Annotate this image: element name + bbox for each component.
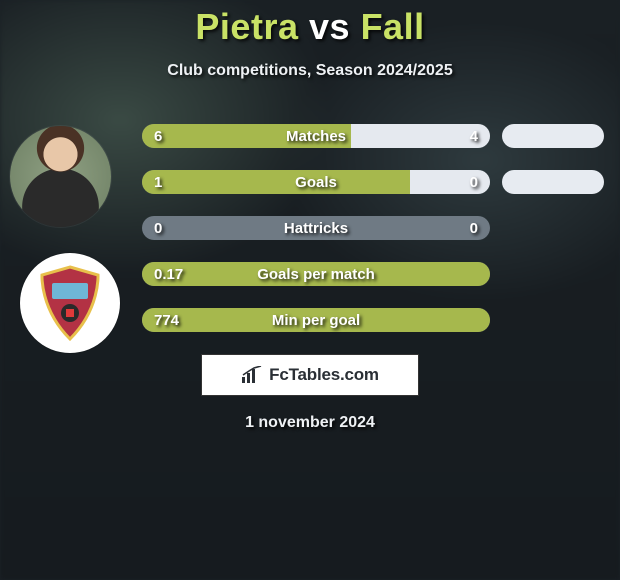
page-title: Pietra vs Fall	[0, 0, 620, 48]
brand-text: FcTables.com	[269, 365, 379, 385]
stat-pill-p2	[502, 216, 604, 240]
stat-bar: 10Goals	[142, 170, 490, 194]
stat-bar: 64Matches	[142, 124, 490, 148]
stat-bar-track	[142, 216, 490, 240]
stat-value-p1: 0	[154, 216, 162, 240]
brand-chart-icon	[241, 366, 263, 384]
stat-value-p2: 4	[470, 124, 478, 148]
stat-bar-p1	[142, 170, 410, 194]
stat-bar: 774Min per goal	[142, 308, 490, 332]
stat-value-p1: 6	[154, 124, 162, 148]
stat-bar-p1	[142, 262, 490, 286]
subtitle: Club competitions, Season 2024/2025	[0, 62, 620, 80]
stat-value-p1: 0.17	[154, 262, 183, 286]
stat-value-p2: 0	[470, 170, 478, 194]
date-stamp: 1 november 2024	[0, 414, 620, 432]
stat-bar: 00Hattricks	[142, 216, 490, 240]
club-shield-icon	[38, 265, 102, 341]
brand-box: FcTables.com	[201, 354, 419, 396]
stat-value-p1: 1	[154, 170, 162, 194]
stat-pill-p2	[502, 308, 604, 332]
title-vs: vs	[309, 6, 350, 47]
stat-bar-p1	[142, 124, 351, 148]
stat-pill-p2	[502, 124, 604, 148]
player2-club-badge	[20, 253, 120, 353]
stat-value-p2: 0	[470, 216, 478, 240]
stat-pill-p2	[502, 262, 604, 286]
stat-bar-p1	[142, 308, 490, 332]
title-player1: Pietra	[195, 6, 298, 47]
stat-bar: 0.17Goals per match	[142, 262, 490, 286]
stat-pill-p2	[502, 170, 604, 194]
title-player2: Fall	[361, 6, 425, 47]
stat-value-p1: 774	[154, 308, 179, 332]
infographic-content: Pietra vs Fall Club competitions, Season…	[0, 0, 620, 432]
player1-avatar	[10, 126, 111, 227]
stat-row: 00Hattricks	[10, 216, 610, 240]
